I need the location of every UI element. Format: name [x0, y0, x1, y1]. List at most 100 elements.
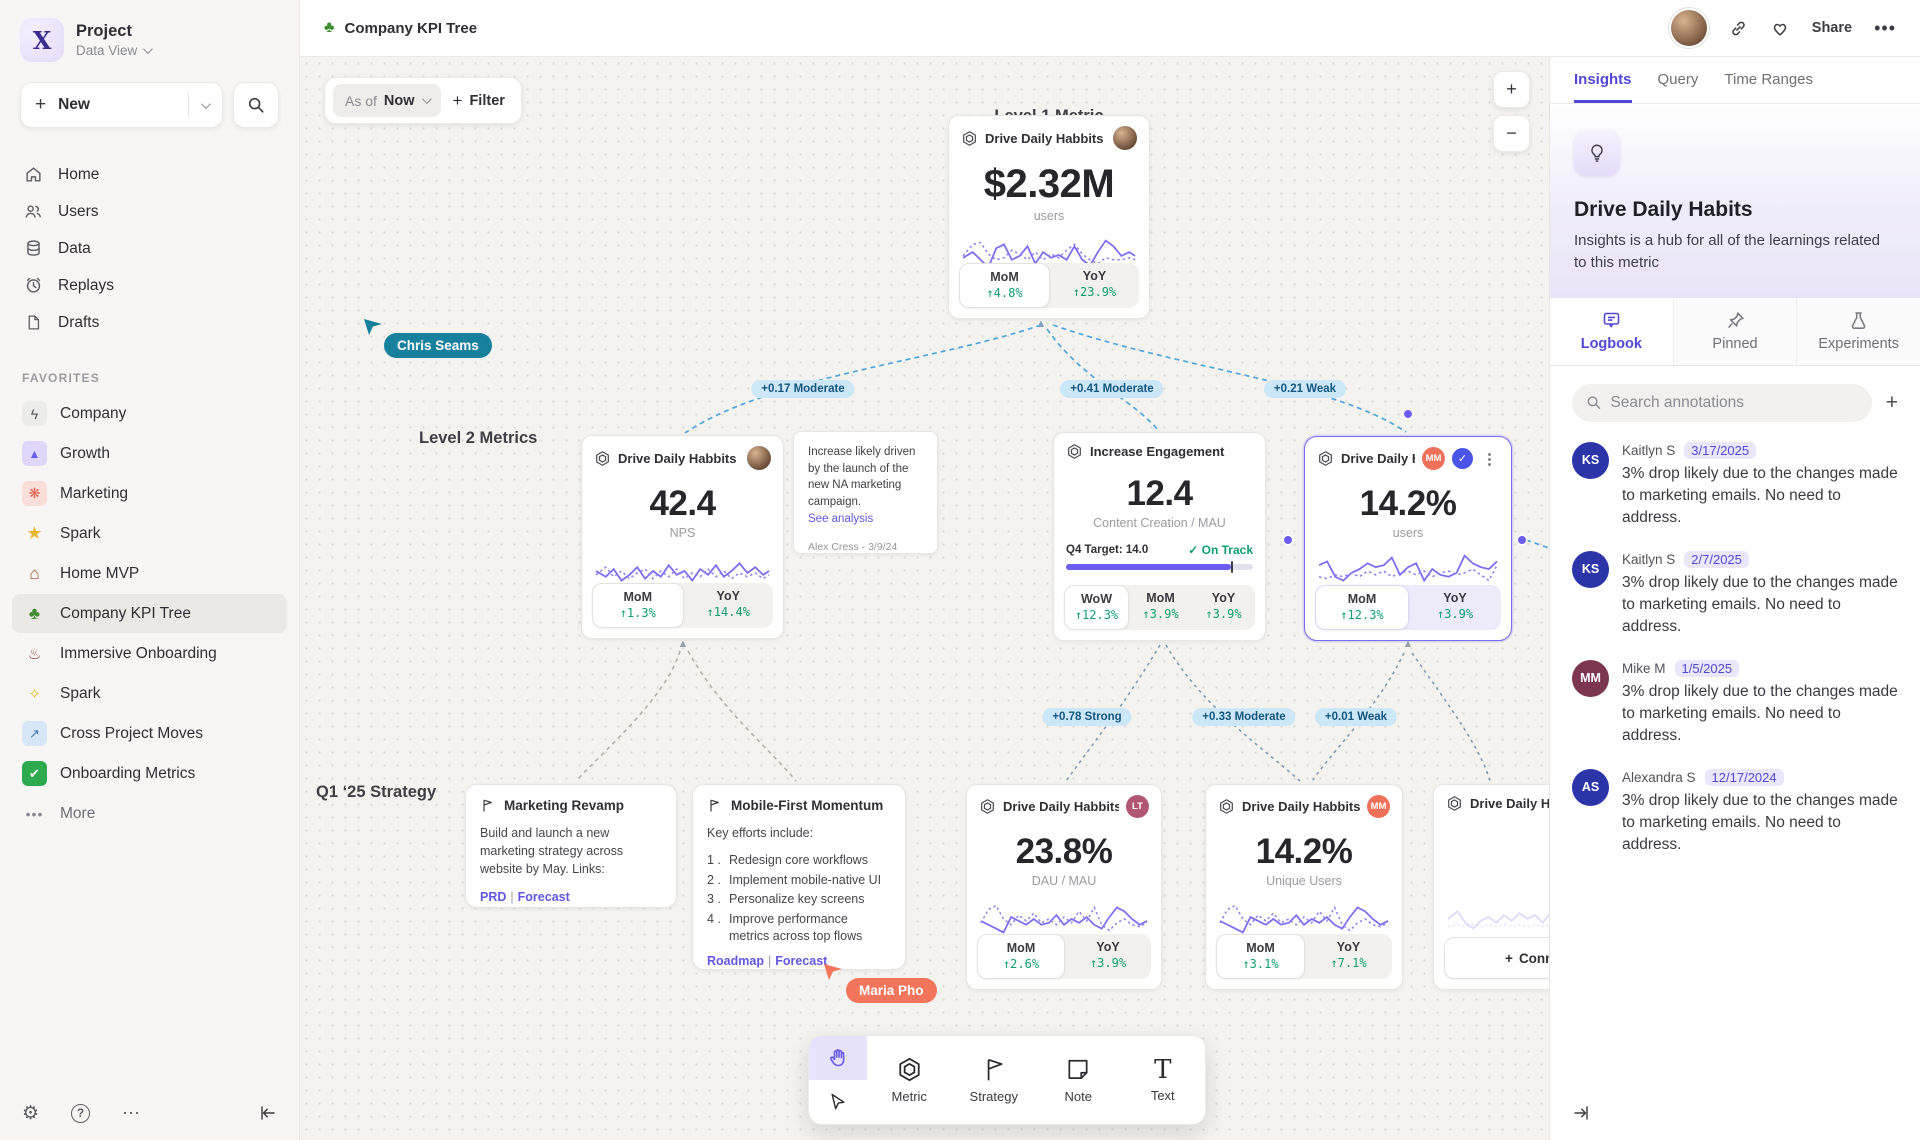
project-view-dropdown[interactable]: Data View [76, 43, 154, 58]
add-annotation-button[interactable]: + [1885, 390, 1898, 414]
sidebar-item-users[interactable]: Users [12, 193, 287, 230]
sidebar-item-company[interactable]: ϟ Company [12, 394, 287, 433]
sidebar-item-immersive-onboarding[interactable]: ♨ Immersive Onboarding [12, 634, 287, 673]
collapse-panel-icon[interactable] [1572, 1104, 1590, 1122]
prd-link[interactable]: PRD [480, 890, 507, 905]
stat-yoy[interactable]: YoY ↑14.4% [706, 589, 750, 619]
stat-mom[interactable]: MoM ↑3.9% [1142, 591, 1179, 621]
tab-query[interactable]: Query [1657, 71, 1699, 88]
flag-icon [710, 799, 719, 812]
sidebar-item-onboarding-metrics[interactable]: ✔ Onboarding Metrics [12, 754, 287, 793]
sidebar-item-data[interactable]: Data [12, 230, 287, 267]
zoom-out-button[interactable]: − [1493, 115, 1530, 152]
metric-card-dau[interactable]: Drive Daily Habbits LT 23.8% DAU / MAU M… [966, 784, 1162, 990]
forecast-link[interactable]: Forecast [517, 890, 570, 905]
new-button[interactable]: + New [20, 82, 223, 128]
sidebar-item-drafts[interactable]: Drafts [12, 304, 287, 341]
user-avatar[interactable] [1670, 10, 1707, 46]
kpi-tree-canvas[interactable]: As of Now + Filter + − Level 1 Metric Le… [300, 57, 1549, 1140]
annotation-item[interactable]: AS Alexandra S 12/17/2024 3% drop likely… [1572, 768, 1898, 856]
project-switcher[interactable]: X Project Data View [0, 0, 299, 72]
stat-mom[interactable]: MoM ↑3.1% [1216, 934, 1305, 979]
sidebar-item-home[interactable]: Home [12, 156, 287, 193]
subtab-logbook[interactable]: Logbook [1550, 297, 1673, 365]
annotation-item[interactable]: KS Kaitlyn S 3/17/2025 3% drop likely du… [1572, 441, 1898, 529]
chevron-down-icon[interactable] [200, 98, 211, 109]
search-button[interactable] [233, 82, 279, 128]
stat-mom[interactable]: MoM ↑12.3% [1315, 585, 1409, 630]
metric-card-selected[interactable]: Drive Daily Habb.. MM ✓ ⋮ 14.2% users Mo… [1304, 436, 1512, 641]
sidebar-item-more[interactable]: ••• More [12, 794, 287, 833]
subtab-experiments[interactable]: Experiments [1796, 297, 1920, 365]
metric-tool-button[interactable]: Metric [867, 1036, 952, 1124]
help-icon[interactable]: ? [71, 1103, 91, 1123]
sidebar: X Project Data View + New Home Users [0, 0, 300, 1140]
filter-button[interactable]: + Filter [452, 90, 505, 110]
copy-link-icon[interactable] [1729, 19, 1748, 38]
sidebar-item-company-kpi-tree[interactable]: ♣ Company KPI Tree [12, 594, 287, 633]
text-tool-button[interactable]: T Text [1150, 1054, 1175, 1103]
collapse-sidebar-icon[interactable] [259, 1104, 277, 1122]
tab-time-ranges[interactable]: Time Ranges [1724, 71, 1814, 88]
metric-card-unique-users[interactable]: Drive Daily Habbits MM 14.2% Unique User… [1205, 784, 1403, 990]
stat-mom[interactable]: MoM ↑2.6% [977, 934, 1065, 979]
sidebar-item-spark-2[interactable]: ✧ Spark [12, 674, 287, 713]
connect-button[interactable]: + Connect [1444, 937, 1549, 979]
metric-card-nps[interactable]: Drive Daily Habbits 42.4 NPS MoM ↑1.3% Y… [581, 435, 784, 639]
strategy-note-mobile[interactable]: Mobile-First Momentum Key efforts includ… [692, 784, 906, 970]
metric-card-l1[interactable]: Drive Daily Habbits $2.32M users MoM ↑4.… [948, 115, 1150, 319]
stat-wow[interactable]: WoW ↑12.3% [1064, 585, 1129, 630]
stat-mom[interactable]: MoM ↑4.8% [959, 263, 1050, 308]
metric-card-engagement[interactable]: Increase Engagement 12.4 Content Creatio… [1053, 432, 1266, 641]
sidebar-item-spark[interactable]: ★ Spark [12, 514, 287, 553]
roadmap-link[interactable]: Roadmap [707, 953, 764, 968]
collapse-handle-icon[interactable]: ▲ [1035, 318, 1047, 330]
edge-label: +0.17 Moderate [751, 380, 855, 398]
metric-card-partial[interactable]: Drive Daily Hab.. + Connect [1433, 784, 1549, 990]
share-button[interactable]: Share [1811, 20, 1853, 36]
stat-yoy[interactable]: YoY ↑3.9% [1205, 591, 1242, 621]
annotation-item[interactable]: MM Mike M 1/5/2025 3% drop likely due to… [1572, 659, 1898, 747]
annotation-search-input[interactable] [1610, 393, 1858, 412]
settings-gear-icon[interactable]: ⚙ [22, 1102, 40, 1124]
stat-yoy[interactable]: YoY ↑23.9% [1072, 269, 1117, 299]
collapse-handle-icon[interactable]: ▲ [1402, 638, 1414, 650]
as-of-dropdown[interactable]: As of Now [333, 84, 441, 117]
stat-mom[interactable]: MoM ↑1.3% [592, 583, 684, 628]
annotation-search[interactable] [1572, 383, 1872, 422]
sidebar-item-home-mvp[interactable]: ⌂ Home MVP [12, 554, 287, 593]
zoom-in-button[interactable]: + [1493, 71, 1530, 108]
sparkline-chart [595, 562, 770, 583]
strategy-note-marketing[interactable]: Marketing Revamp Build and launch a new … [465, 784, 677, 908]
owner-avatar[interactable] [1113, 126, 1137, 150]
subtab-pinned[interactable]: Pinned [1672, 297, 1797, 365]
owner-avatar[interactable] [747, 446, 771, 470]
sidebar-item-marketing[interactable]: ❋ Marketing [12, 474, 287, 513]
hand-tool-button[interactable] [809, 1036, 867, 1080]
more-options-icon[interactable]: ⋯ [122, 1102, 142, 1123]
connection-handle[interactable] [1404, 410, 1412, 418]
sidebar-item-replays[interactable]: Replays [12, 267, 287, 304]
favorite-heart-icon[interactable] [1770, 19, 1790, 38]
annotation-item[interactable]: KS Kaitlyn S 2/7/2025 3% drop likely due… [1572, 550, 1898, 638]
overflow-menu-icon[interactable]: ••• [1874, 17, 1896, 38]
connection-handle[interactable] [1518, 536, 1526, 544]
hand-icon [830, 1049, 845, 1067]
users-icon [22, 202, 44, 221]
annotation-note[interactable]: Increase likely driven by the launch of … [793, 431, 938, 554]
see-analysis-link[interactable]: See analysis [808, 512, 874, 525]
connection-handle[interactable] [1284, 536, 1292, 544]
note-tool-button[interactable]: Note [1036, 1036, 1121, 1124]
card-menu-icon[interactable]: ⋮ [1482, 450, 1497, 468]
select-tool-button[interactable] [809, 1080, 867, 1124]
insights-metric-title: Drive Daily Habits [1574, 198, 1753, 221]
strategy-tool-button[interactable]: Strategy [952, 1036, 1037, 1124]
tab-insights[interactable]: Insights [1574, 71, 1632, 103]
stat-yoy[interactable]: YoY ↑7.1% [1330, 940, 1367, 970]
sidebar-item-growth[interactable]: ▲ Growth [12, 434, 287, 473]
collapse-handle-icon[interactable]: ▲ [677, 638, 689, 650]
sidebar-item-cross-project-moves[interactable]: ↗ Cross Project Moves [12, 714, 287, 753]
stat-yoy[interactable]: YoY ↑3.9% [1436, 591, 1474, 621]
stat-yoy[interactable]: YoY ↑3.9% [1089, 940, 1127, 970]
forecast-link[interactable]: Forecast [775, 953, 828, 968]
